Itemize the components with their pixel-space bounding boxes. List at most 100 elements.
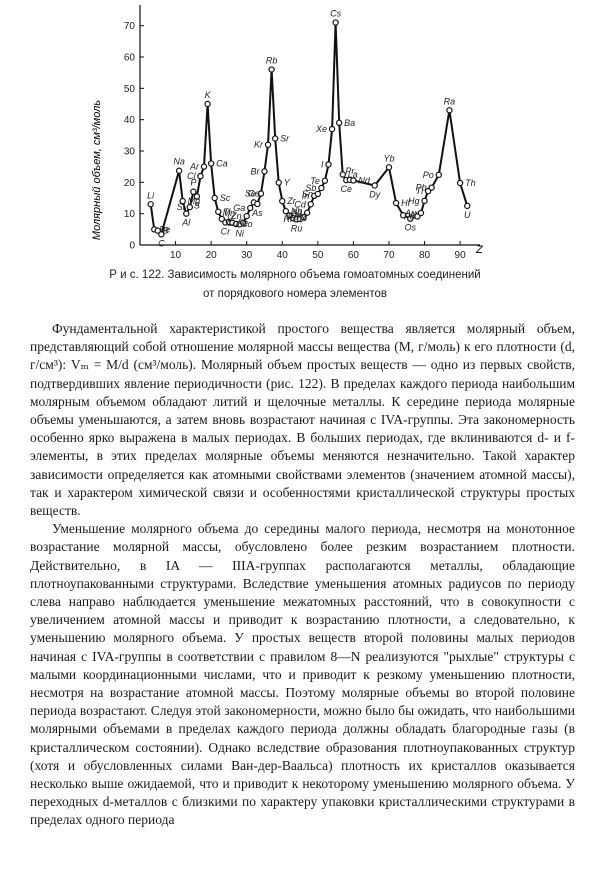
element-label-cd: Cd [294, 199, 306, 209]
element-label-yb: Yb [383, 153, 394, 163]
y-tick-label: 30 [124, 147, 136, 158]
x-tick-label: 30 [241, 250, 253, 261]
data-point-pd [300, 213, 307, 221]
data-point-si [186, 203, 193, 211]
data-point-hg [421, 197, 428, 205]
data-point-ar [200, 163, 208, 170]
data-point-kr [264, 141, 272, 148]
element-label-ag: Ag [290, 208, 302, 218]
x-tick-label: 90 [455, 250, 467, 261]
element-label-mn: Mn [223, 208, 236, 218]
data-point-au [417, 209, 425, 217]
data-point-li [147, 201, 154, 208]
y-tick-label: 60 [124, 53, 136, 64]
element-label-cu: Cu [227, 218, 239, 228]
data-point-sn [314, 190, 322, 198]
data-point-zn [243, 212, 250, 220]
element-label-nd: Nd [358, 175, 370, 185]
element-label-hg: Hg [408, 196, 420, 206]
element-label-k: K [205, 90, 212, 100]
element-label-p: P [190, 178, 196, 188]
element-label-ga: Ga [233, 203, 245, 213]
data-point-cu [239, 219, 247, 226]
element-label-ni: Ni [235, 228, 244, 238]
caption-line-1: Р и с. 122. Зависимость молярного объема… [109, 269, 481, 281]
data-point-zr [279, 197, 286, 205]
element-label-s: S [194, 200, 200, 210]
data-point-os [407, 215, 414, 222]
element-label-kr: Kr [254, 140, 264, 150]
element-label-ar: Ar [189, 162, 200, 172]
element-label-ra: Ra [444, 96, 456, 106]
element-label-ru: Ru [291, 223, 303, 233]
paragraph-1: Фундаментальной характеристикой простого… [30, 321, 575, 519]
y-tick-label: 40 [124, 115, 136, 126]
element-label-v: V [227, 214, 234, 224]
element-label-xe: Xe [315, 124, 327, 134]
element-label-mg: Mg [188, 196, 201, 206]
element-label-co: Co [241, 219, 253, 229]
data-point-na [175, 167, 183, 174]
data-point-ga [247, 204, 254, 212]
data-point-cl [197, 172, 204, 180]
y-tick-label: 20 [124, 178, 136, 189]
element-label-tl: Tl [416, 186, 424, 196]
element-label-os: Os [405, 223, 417, 233]
data-point-c [158, 231, 165, 238]
element-label-nb: Nb [291, 206, 303, 216]
paragraph-2: Уменьшение молярного объема до середины … [30, 521, 575, 828]
data-point-yb [385, 164, 393, 171]
data-point-p [190, 188, 197, 195]
y-tick-label: 70 [124, 21, 136, 32]
y-tick-label: 10 [124, 209, 136, 220]
element-label-sc: Sc [220, 193, 231, 203]
element-label-sr: Sr [280, 133, 290, 143]
element-label-mo: Mo [294, 211, 307, 221]
data-point-cs [332, 19, 339, 26]
data-point-nd [350, 177, 357, 184]
data-point-mg [179, 197, 186, 205]
data-point-sc [211, 194, 218, 202]
chart-ticks: 0 10 20 30 40 50 60 70 10 20 30 40 50 60 70 80 90 [124, 21, 466, 261]
data-point-xe [328, 125, 336, 133]
element-label-be: Be [159, 224, 170, 234]
figure-caption: Р и с. 122. Зависимость молярного объема… [60, 266, 530, 304]
element-label-ce: Ce [341, 184, 353, 194]
chart-series [147, 19, 471, 238]
x-axis-label: Z [475, 244, 484, 256]
data-point-th [456, 179, 464, 187]
element-label-zr: Zr [286, 196, 296, 206]
element-label-b: B [163, 226, 169, 236]
element-label-i: I [321, 159, 324, 169]
body-text: Фундаментальной характеристикой простого… [30, 320, 575, 830]
data-point-sb [318, 184, 325, 192]
element-label-sn: Sn [302, 189, 313, 199]
element-label-se: Se [245, 189, 256, 199]
element-label-li: Li [147, 190, 155, 200]
element-label-cs: Cs [330, 9, 341, 19]
data-point-se [257, 190, 265, 197]
data-point-y [275, 179, 282, 186]
y-tick-label: 50 [124, 84, 136, 95]
y-tick-label: 0 [129, 241, 135, 252]
data-point-rb [268, 66, 275, 73]
x-tick-label: 50 [312, 250, 324, 261]
element-label-po: Po [423, 170, 434, 180]
element-label-pb: Pb [416, 183, 427, 193]
element-label-in: In [302, 191, 310, 201]
data-point-as [254, 200, 261, 208]
element-label-rb: Rb [266, 56, 278, 66]
x-tick-label: 20 [206, 250, 218, 261]
element-label-cl: Cl [187, 171, 196, 181]
element-label-y: Y [284, 178, 291, 188]
element-label-as: As [251, 208, 263, 218]
x-tick-label: 70 [383, 250, 395, 261]
element-label-ba: Ba [344, 118, 355, 128]
element-label-ge: Ge [248, 188, 260, 198]
data-point-pb [428, 184, 435, 191]
element-label-fe: Fe [237, 218, 248, 228]
data-point-w [399, 212, 407, 219]
data-point-k [204, 100, 211, 108]
